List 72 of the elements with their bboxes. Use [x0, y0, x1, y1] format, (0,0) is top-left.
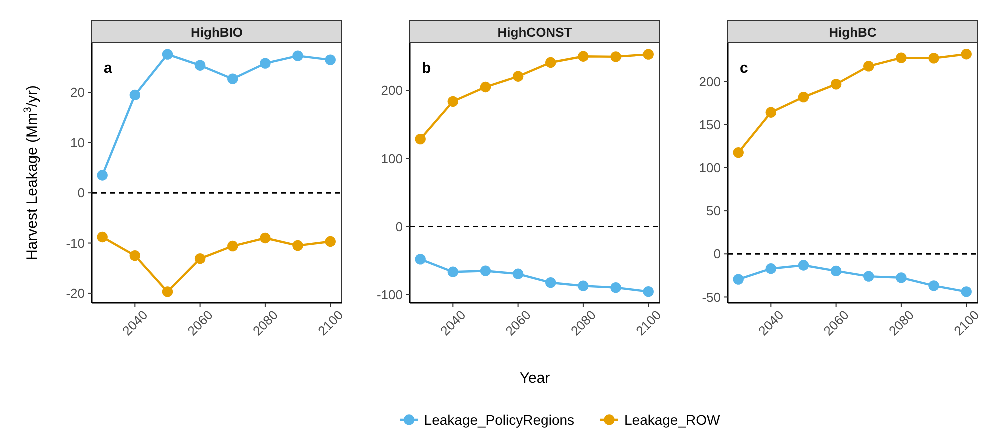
y-tick-label: -100	[376, 287, 403, 302]
point	[260, 58, 271, 69]
point	[325, 236, 336, 248]
point	[766, 264, 777, 274]
y-tick-label: 200	[699, 74, 721, 90]
y-tick-label: 150	[699, 117, 721, 132]
point	[643, 49, 654, 60]
point	[830, 79, 842, 90]
y-tick-label: 0	[396, 219, 403, 234]
x-axis-title: Year	[520, 370, 550, 387]
point	[643, 286, 654, 298]
point	[162, 286, 174, 298]
y-tick-label: 50	[706, 204, 721, 219]
y-tick-label: 0	[714, 246, 721, 262]
y-tick-label: -20	[66, 286, 85, 302]
point	[928, 53, 940, 64]
y-tick-label: 100	[381, 151, 403, 166]
y-tick-label: 10	[70, 135, 85, 150]
point	[896, 52, 907, 64]
annotation: a	[104, 60, 113, 77]
point	[194, 253, 206, 264]
point	[228, 240, 238, 252]
y-tick-label: -50	[702, 290, 721, 305]
point	[578, 280, 589, 292]
y-tick-label: 200	[381, 83, 403, 98]
point	[830, 266, 842, 277]
point	[610, 282, 622, 294]
point	[228, 74, 238, 84]
point	[415, 134, 426, 145]
point	[733, 274, 744, 285]
y-tick-label: -10	[66, 236, 85, 251]
point	[961, 49, 972, 60]
point	[97, 232, 108, 243]
y-tick-label: 0	[78, 186, 85, 201]
point	[130, 250, 141, 262]
point	[610, 52, 622, 62]
point	[864, 61, 874, 72]
point	[415, 254, 426, 265]
point	[546, 57, 556, 68]
legend-label: Leakage_PolicyRegions	[424, 412, 575, 428]
point	[448, 266, 459, 278]
legend-label: Leakage_ROW	[624, 412, 722, 428]
point	[480, 82, 492, 93]
point	[512, 268, 524, 280]
point	[733, 147, 744, 158]
point	[194, 60, 206, 71]
annotation: c	[740, 60, 748, 77]
point	[130, 90, 141, 101]
annotation: b	[422, 60, 432, 77]
point	[896, 272, 907, 284]
point	[961, 286, 972, 298]
point	[480, 266, 492, 276]
chart-title: HighBC	[829, 25, 878, 40]
y-tick-label: 20	[70, 85, 85, 100]
y-tick-label: 100	[699, 160, 721, 176]
point	[448, 96, 459, 108]
point	[928, 280, 940, 292]
point	[292, 50, 304, 62]
point	[325, 54, 336, 66]
point	[766, 107, 777, 118]
point	[798, 260, 810, 271]
point	[97, 170, 108, 181]
point	[512, 71, 524, 82]
chart-title: HighCONST	[498, 25, 572, 40]
point	[292, 240, 304, 252]
point	[578, 51, 589, 62]
point	[260, 232, 271, 244]
point	[162, 49, 174, 60]
point	[864, 271, 874, 282]
chart-title: HighBIO	[191, 25, 243, 40]
point	[798, 92, 810, 103]
point	[546, 278, 556, 288]
